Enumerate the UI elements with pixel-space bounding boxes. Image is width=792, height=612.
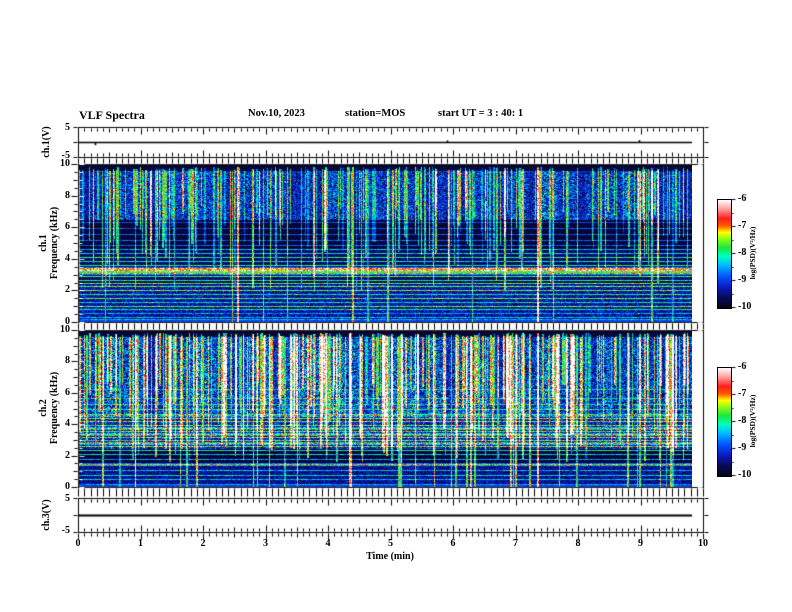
- colorbar2-tick-label: -6: [738, 361, 747, 372]
- freq-tick-label-ch2: 2: [65, 449, 70, 461]
- colorbar2-title: log(PSD)(V²/Hz): [748, 394, 757, 448]
- colorbar2-tick-label: -9: [738, 442, 747, 453]
- x-tick-label: 10: [698, 538, 708, 549]
- colorbar1-tick-label: -8: [738, 247, 747, 258]
- x-tick-label: 5: [388, 538, 393, 549]
- x-tick-label: 4: [325, 538, 331, 549]
- colorbar1-tick-label: -10: [738, 301, 752, 312]
- x-tick-label: 2: [200, 538, 206, 549]
- x-tick-label: 0: [75, 538, 81, 549]
- freq-tick-label-ch2: 8: [65, 355, 70, 367]
- volt-tick-label-ch3: -5: [61, 525, 70, 536]
- x-tick-label: 1: [138, 538, 143, 549]
- freq-tick-label-ch1: 2: [65, 284, 70, 296]
- colorbar1-tick-label: -7: [738, 220, 747, 231]
- volt-tick-label-ch1: -5: [61, 150, 70, 161]
- colorbar1-tick-label: -9: [738, 274, 747, 285]
- ch3-volt-axis-title: ch.3(V): [41, 499, 52, 531]
- ch1-freq-axis-title: ch.1 Frequency (kHz): [38, 206, 60, 280]
- time-axis-title: Time (min): [366, 551, 414, 562]
- freq-tick-label-ch2: 4: [65, 418, 70, 430]
- x-tick-label: 3: [263, 538, 268, 549]
- volt-tick-label-ch3: 5: [65, 493, 70, 504]
- freq-tick-label-ch1: 0: [65, 316, 70, 327]
- colorbar1-tick-label: -6: [738, 193, 747, 204]
- x-tick-label: 8: [575, 538, 581, 549]
- ch1-volt-axis-title: ch.1(V): [41, 126, 52, 158]
- freq-tick-label-ch2: 10: [60, 324, 70, 335]
- x-tick-label: 7: [513, 538, 518, 549]
- freq-tick-label-ch1: 8: [65, 189, 70, 201]
- ch2-freq-axis-title: ch.2 Frequency (kHz): [38, 371, 60, 445]
- freq-tick-label-ch2: 0: [65, 481, 70, 492]
- ch2-colorbar: [717, 367, 732, 477]
- freq-tick-label-ch1: 4: [65, 252, 70, 264]
- freq-tick-label-ch2: 6: [65, 386, 70, 398]
- volt-tick-label-ch1: 5: [65, 122, 70, 133]
- freq-tick-label-ch1: 10: [60, 158, 70, 169]
- x-tick-label: 9: [638, 538, 643, 549]
- colorbar2-tick-label: -10: [738, 469, 752, 480]
- x-tick-label: 6: [450, 538, 456, 549]
- ch1-colorbar: [717, 199, 732, 309]
- colorbar2-tick-label: -8: [738, 415, 747, 426]
- freq-tick-label-ch1: 6: [65, 221, 70, 233]
- colorbar2-tick-label: -7: [738, 388, 747, 399]
- colorbar1-title: log(PSD)(V²/Hz): [748, 226, 757, 280]
